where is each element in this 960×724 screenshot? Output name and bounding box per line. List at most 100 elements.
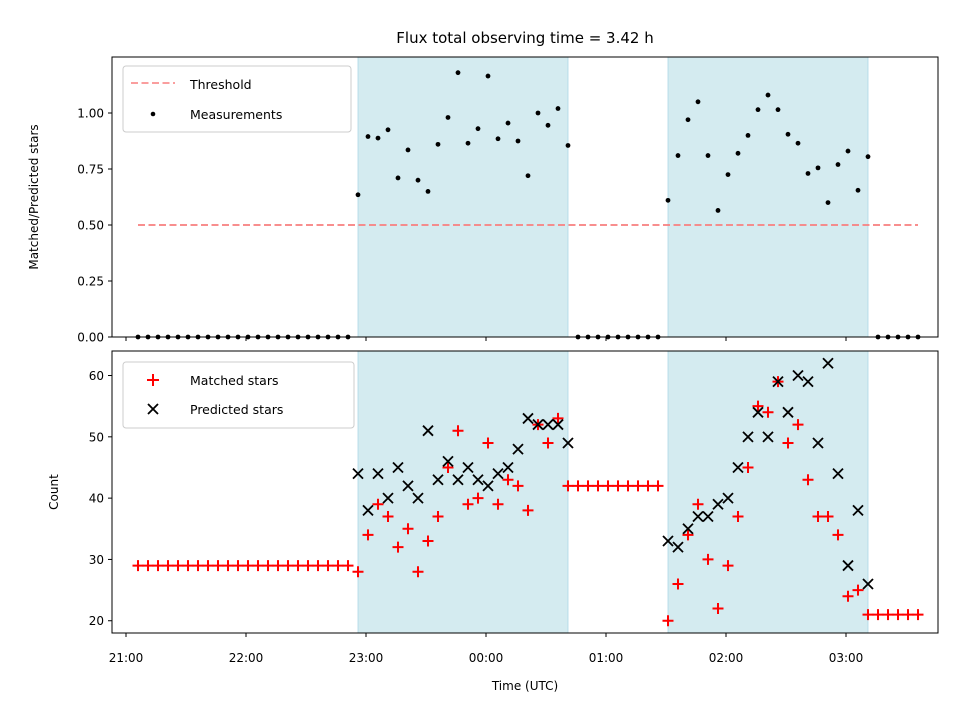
bottom-y-axis-label: Count	[47, 474, 61, 510]
matched-star-point	[892, 609, 904, 621]
matched-star-point	[282, 560, 294, 572]
matched-star-point	[582, 480, 594, 492]
measurement-point	[545, 122, 551, 128]
measurement-point	[755, 107, 761, 113]
matched-star-point	[462, 498, 474, 510]
matched-star-point	[612, 480, 624, 492]
measurement-point	[495, 136, 501, 142]
x-tick-label: 03:00	[829, 651, 864, 665]
predicted-star-point	[712, 498, 724, 510]
matched-star-point	[712, 602, 724, 614]
measurement-point	[835, 162, 841, 167]
matched-star-point	[652, 480, 664, 492]
predicted-star-point	[662, 535, 674, 547]
legend-matched-label: Matched stars	[190, 373, 278, 388]
predicted-star-point	[382, 492, 394, 504]
matched-star-point	[252, 560, 264, 572]
matched-star-point	[762, 406, 774, 418]
measurement-point	[685, 117, 691, 123]
matched-star-point	[432, 511, 444, 523]
predicted-star-point	[802, 376, 814, 388]
predicted-star-point	[792, 369, 804, 382]
measurement-point	[825, 200, 831, 206]
matched-star-point	[542, 437, 554, 449]
x-tick-label: 00:00	[469, 651, 504, 665]
matched-star-point	[902, 609, 914, 621]
bottom-data-layer	[132, 357, 924, 627]
measurement-point	[785, 131, 791, 137]
measurement-point	[485, 73, 491, 79]
y-tick-label: 40	[89, 492, 104, 506]
measurement-point	[725, 172, 731, 178]
observing-window-shade	[357, 350, 569, 634]
matched-star-point	[782, 437, 794, 449]
predicted-star-point	[862, 578, 874, 590]
predicted-star-point	[822, 357, 834, 369]
matched-star-point	[742, 461, 754, 473]
top-shaded-regions	[357, 56, 869, 338]
measurement-point	[705, 153, 711, 158]
matched-star-point	[352, 566, 364, 578]
matched-star-point	[442, 461, 454, 473]
predicted-star-point	[412, 492, 424, 504]
measurement-point	[515, 138, 521, 144]
measurement-point	[435, 141, 441, 147]
matched-star-point	[882, 609, 894, 621]
measurement-point	[375, 135, 381, 141]
matched-star-point	[492, 498, 504, 510]
predicted-star-point	[362, 504, 374, 517]
measurement-point	[445, 115, 451, 120]
predicted-star-point	[842, 559, 854, 572]
bottom-legend-box	[122, 361, 355, 429]
legend-threshold-label: Threshold	[189, 77, 252, 92]
matched-star-point	[472, 492, 484, 504]
measurement-point	[855, 187, 861, 193]
matched-star-point	[452, 425, 464, 437]
top-axes-frame	[111, 56, 939, 338]
measurement-point	[565, 143, 571, 148]
matched-star-point	[292, 560, 304, 572]
matched-star-point	[402, 523, 414, 535]
matched-star-point	[572, 480, 584, 492]
matched-star-point	[622, 480, 634, 492]
bottom-panel: 20 30 40 50 60 Count Matched stars Predicted…	[47, 350, 939, 634]
measurement-point	[795, 140, 801, 146]
predicted-star-point	[832, 467, 844, 480]
top-axis-ticks: 0.00 0.25 0.50 0.75 1.00	[77, 107, 112, 345]
matched-star-point	[722, 560, 734, 572]
matched-star-point	[312, 560, 324, 572]
predicted-star-point	[522, 412, 534, 425]
predicted-star-point	[762, 431, 774, 443]
matched-star-point	[192, 560, 204, 572]
matched-star-point	[372, 498, 384, 510]
predicted-star-point	[542, 418, 554, 431]
predicted-star-point	[682, 523, 694, 535]
predicted-star-point	[462, 461, 474, 474]
measurement-point	[775, 107, 781, 113]
predicted-star-point	[402, 480, 414, 492]
matched-star-point	[792, 419, 804, 431]
predicted-star-point	[492, 467, 504, 480]
observing-window-shade	[667, 56, 869, 338]
legend-predicted-swatch	[147, 403, 159, 415]
matched-star-point	[552, 412, 564, 424]
x-tick-label: 22:00	[229, 651, 264, 665]
measurement-point	[665, 197, 671, 203]
predicted-star-point	[672, 541, 684, 553]
matched-star-point	[672, 578, 684, 590]
matched-star-point	[382, 511, 394, 523]
matched-star-point	[212, 560, 224, 572]
y-tick-label: 0.75	[77, 163, 104, 177]
top-panel: 0.00 0.25 0.50 0.75 1.00 Matched/Predicted s…	[27, 56, 939, 345]
measurement-point	[675, 153, 681, 158]
top-legend: Threshold Measurements	[122, 65, 352, 133]
predicted-star-point	[472, 474, 484, 486]
matched-star-point	[702, 553, 714, 565]
predicted-star-point	[852, 504, 864, 517]
matched-star-point	[682, 529, 694, 541]
matched-star-point	[322, 560, 334, 572]
matched-star-point	[482, 437, 494, 449]
matched-star-point	[162, 560, 174, 572]
matched-star-point	[422, 535, 434, 547]
